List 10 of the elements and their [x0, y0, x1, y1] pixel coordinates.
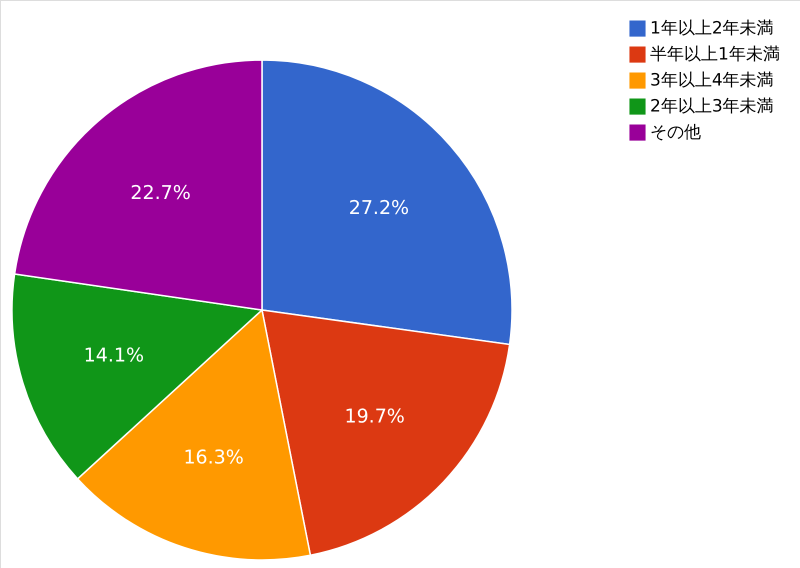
- legend-label: 3年以上4年未満: [650, 70, 774, 90]
- data-label: 22.7%: [130, 182, 191, 204]
- data-label: 19.7%: [344, 405, 405, 428]
- legend-label: その他: [650, 122, 701, 142]
- legend-label: 半年以上1年未満: [650, 44, 780, 64]
- data-label: 16.3%: [183, 446, 244, 468]
- legend-label: 1年以上2年未満: [650, 18, 774, 38]
- legend-label: 2年以上3年未満: [650, 96, 774, 116]
- data-label: 27.2%: [348, 197, 410, 220]
- data-label: 14.1%: [84, 344, 144, 367]
